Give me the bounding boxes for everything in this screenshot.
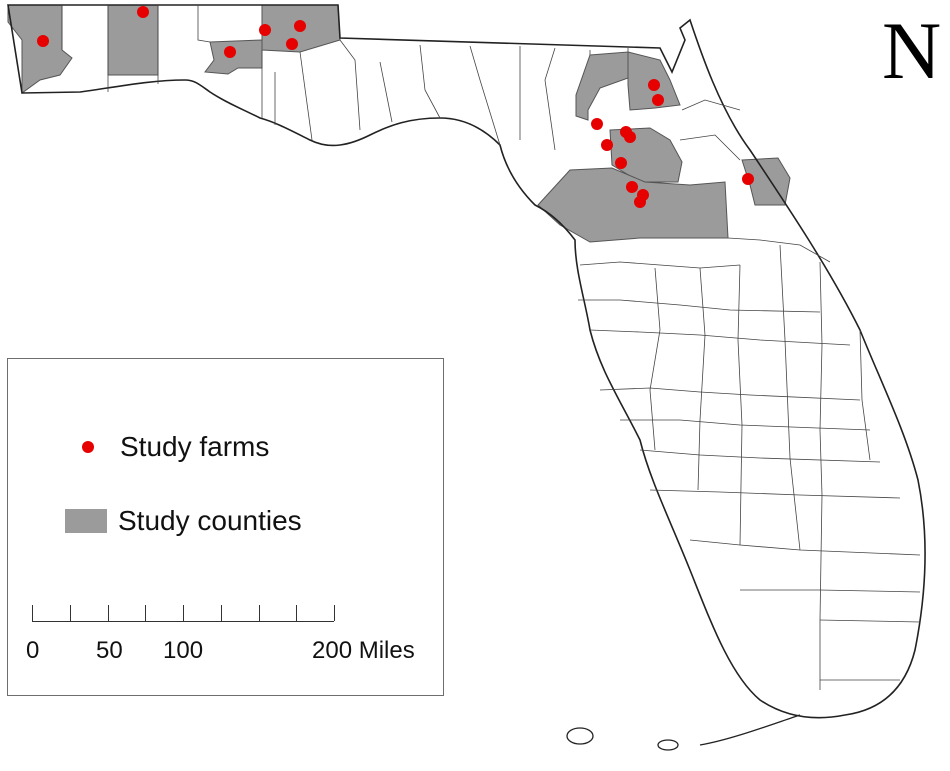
study-farm-point bbox=[742, 173, 754, 185]
farm-marker-symbol bbox=[82, 441, 94, 453]
florida-keys bbox=[566, 714, 801, 751]
scale-bar: 0 50 100 200 Miles bbox=[26, 605, 415, 665]
study-farm-point bbox=[652, 94, 664, 106]
scale-tick bbox=[69, 605, 71, 621]
study-farm-point bbox=[615, 157, 627, 169]
legend-row-farms: Study farms bbox=[8, 431, 269, 463]
county-fill-swatch bbox=[65, 509, 107, 533]
scale-tick bbox=[107, 605, 109, 621]
study-county-bay bbox=[204, 39, 263, 75]
state-outline bbox=[7, 4, 926, 719]
scale-tick bbox=[183, 605, 184, 621]
scale-tick bbox=[32, 605, 33, 621]
study-farm-point bbox=[591, 118, 603, 130]
scale-tick bbox=[258, 605, 260, 621]
study-county-levy-marion bbox=[537, 167, 729, 243]
scale-tick bbox=[296, 605, 298, 621]
study-county-escambia bbox=[7, 4, 73, 94]
key-chain bbox=[699, 714, 801, 746]
scale-label-50: 50 bbox=[96, 637, 123, 664]
study-farm-point bbox=[224, 46, 236, 58]
study-farm-point bbox=[624, 131, 636, 143]
study-farm-point bbox=[37, 35, 49, 47]
legend-row-counties: Study counties bbox=[8, 505, 302, 537]
study-farm-point bbox=[294, 20, 306, 32]
study-county-walton bbox=[107, 4, 159, 76]
map-legend: Study farms Study counties 0 50 100 200 … bbox=[7, 358, 444, 696]
key-island-1 bbox=[566, 727, 594, 745]
legend-farms-label: Study farms bbox=[120, 431, 270, 462]
study-farm-point bbox=[634, 196, 646, 208]
scale-label-100: 100 bbox=[163, 637, 204, 664]
study-farm-point bbox=[137, 6, 149, 18]
study-farm-point bbox=[601, 139, 613, 151]
key-island-2 bbox=[657, 739, 679, 751]
scale-line bbox=[32, 621, 334, 622]
north-arrow-label: N bbox=[882, 5, 942, 96]
scale-label-0: 0 bbox=[26, 637, 40, 664]
scale-label-200-miles: 200 Miles bbox=[312, 637, 415, 664]
scale-tick bbox=[334, 605, 335, 621]
study-farm-point bbox=[259, 24, 271, 36]
legend-counties-label: Study counties bbox=[118, 505, 302, 536]
study-farm-point bbox=[286, 38, 298, 50]
county-boundaries bbox=[61, 5, 921, 690]
study-farms bbox=[37, 6, 754, 208]
scale-tick bbox=[220, 605, 222, 621]
study-county-suwannee-group bbox=[575, 51, 629, 121]
study-farm-point bbox=[648, 79, 660, 91]
study-farm-point bbox=[626, 181, 638, 193]
scale-tick bbox=[145, 605, 147, 621]
